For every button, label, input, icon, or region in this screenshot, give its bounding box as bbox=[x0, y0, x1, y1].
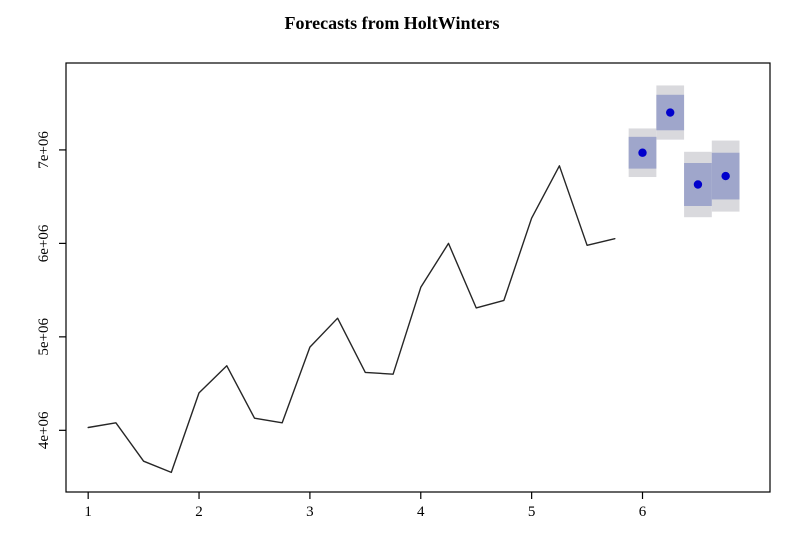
forecast-point bbox=[721, 171, 730, 181]
observed-line bbox=[87, 165, 616, 474]
x-axis-tick-label: 5 bbox=[528, 504, 536, 520]
axes: 1 2 3 4 5 6 4e+06 5e+06 6e+06 7e+06 bbox=[36, 62, 771, 520]
forecast-point bbox=[666, 108, 675, 117]
chart-title: Forecasts from HoltWinters bbox=[285, 13, 500, 33]
x-axis-tick-label: 2 bbox=[195, 504, 203, 520]
observed-series-line bbox=[87, 165, 616, 474]
plot-box bbox=[65, 62, 771, 493]
y-axis-tick-label: 7e+06 bbox=[36, 131, 52, 169]
x-axis-tick-label: 3 bbox=[306, 504, 314, 520]
y-axis-tick-label: 6e+06 bbox=[36, 224, 52, 262]
forecast-point bbox=[693, 180, 703, 189]
y-axis-tick-label: 5e+06 bbox=[36, 318, 52, 356]
forecast-mean-points bbox=[638, 108, 730, 189]
x-axis-tick-label: 4 bbox=[417, 504, 425, 520]
x-axis-tick-label: 1 bbox=[84, 504, 92, 520]
x-axis-tick-label: 6 bbox=[639, 504, 647, 520]
y-axis-tick-label: 4e+06 bbox=[36, 411, 52, 449]
forecast-point bbox=[638, 148, 647, 157]
